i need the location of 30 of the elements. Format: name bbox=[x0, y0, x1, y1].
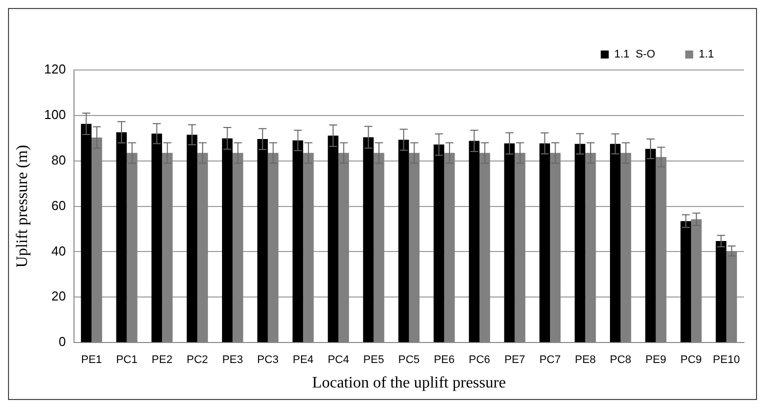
y-tick-label: 120 bbox=[44, 62, 66, 77]
x-tick-label: PC5 bbox=[398, 354, 420, 366]
y-tick-label: 100 bbox=[44, 107, 66, 122]
x-tick-label: PE1 bbox=[81, 354, 102, 366]
x-tick-label: PE10 bbox=[712, 354, 740, 366]
x-tick-label: PE2 bbox=[152, 354, 172, 366]
x-tick-label: PC7 bbox=[539, 354, 561, 366]
x-axis-title: Location of the uplift pressure bbox=[312, 374, 506, 392]
x-tick-label: PE8 bbox=[574, 354, 596, 366]
x-tick-label: PE6 bbox=[434, 354, 455, 366]
x-tick-label: PC9 bbox=[680, 354, 702, 366]
x-tick-label: PC8 bbox=[610, 354, 632, 366]
y-tick-label: 40 bbox=[51, 243, 66, 258]
legend-label: 1.1 S-O bbox=[614, 48, 656, 61]
y-tick-label: 60 bbox=[51, 198, 66, 213]
x-tick-label: PE7 bbox=[504, 354, 526, 366]
x-tick-label: PE3 bbox=[222, 354, 243, 366]
x-tick-label: PC6 bbox=[468, 354, 490, 366]
x-tick-label: PE9 bbox=[645, 354, 666, 366]
y-tick-label: 20 bbox=[51, 288, 66, 304]
y-axis-title: Uplift pressure (m) bbox=[14, 144, 31, 268]
x-tick-label: PC3 bbox=[257, 354, 279, 366]
x-tick-label: PC2 bbox=[186, 354, 208, 366]
y-tick-label: 80 bbox=[51, 152, 66, 168]
x-tick-label: PC1 bbox=[116, 354, 138, 366]
x-tick-label: PE5 bbox=[363, 354, 384, 366]
legend-label: 1.1 bbox=[698, 48, 714, 61]
y-tick-label: 0 bbox=[58, 334, 66, 350]
x-tick-label: PC4 bbox=[328, 354, 350, 366]
x-tick-label: PE4 bbox=[292, 354, 314, 366]
